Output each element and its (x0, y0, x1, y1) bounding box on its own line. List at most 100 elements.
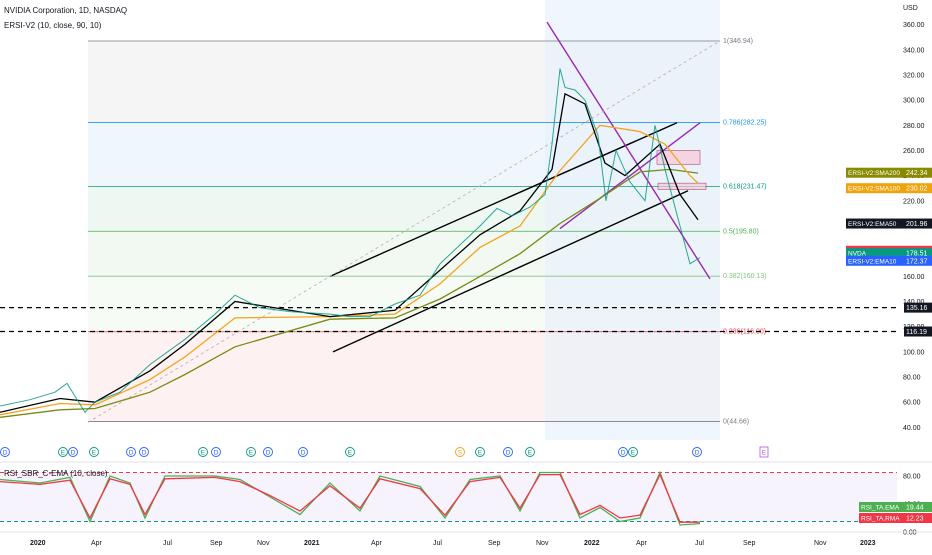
rsi-value-box (904, 513, 932, 523)
symbol-title: NVIDIA Corporation, 1D, NASDAQ (4, 6, 128, 15)
y-tick-label: 280.00 (903, 123, 925, 130)
event-marker[interactable] (263, 447, 273, 457)
x-tick-label: Jul (433, 540, 442, 547)
event-marker[interactable] (198, 447, 208, 457)
price-value-box (904, 326, 932, 337)
x-tick-label: 2023 (860, 540, 876, 547)
price-tag-label: ERSI-V2:EMA50 (848, 221, 897, 228)
event-marker[interactable] (628, 447, 638, 457)
price-tag (846, 248, 904, 259)
event-marker[interactable] (475, 447, 485, 457)
event-marker[interactable] (58, 447, 68, 457)
event-marker[interactable] (692, 447, 702, 457)
x-tick-label: Nov (536, 540, 549, 547)
event-marker-label: S (458, 450, 463, 457)
price-value: 172.37 (906, 258, 928, 265)
y-tick-label: 220.00 (903, 198, 925, 205)
x-tick-label: Apr (371, 540, 383, 547)
event-marker-label: E (762, 450, 767, 457)
event-marker-label: E (201, 450, 206, 457)
series-line-ema21 (0, 124, 699, 416)
event-marker[interactable] (345, 447, 355, 457)
event-marker-label: E (528, 450, 533, 457)
trendline[interactable] (329, 122, 678, 277)
event-marker[interactable] (68, 447, 78, 457)
y-tick-label: 140.00 (903, 299, 925, 306)
trendline[interactable] (559, 122, 701, 230)
currency-label: USD (903, 5, 918, 12)
trendline[interactable] (332, 190, 689, 353)
price-tag-label: ERSI-V2:SMA100 (848, 186, 900, 193)
fib-label: 0.236(116.00) (723, 329, 766, 336)
x-tick-label: Sep (488, 540, 501, 547)
event-marker-label: D (695, 450, 700, 457)
resistance-box[interactable] (656, 150, 701, 165)
y-tick-label: 360.00 (903, 22, 925, 29)
price-value: 116.19 (906, 329, 927, 336)
event-marker[interactable] (759, 446, 769, 458)
event-marker-label: D (214, 450, 219, 457)
event-marker[interactable] (618, 447, 628, 457)
event-marker[interactable] (126, 447, 136, 457)
x-tick-label: Jul (695, 540, 704, 547)
resistance-box[interactable] (657, 182, 707, 190)
price-value: 135.16 (906, 305, 928, 312)
rsi-tag (859, 513, 904, 523)
rsi-series-rsi-ta-rma (0, 473, 700, 523)
price-value-box (904, 302, 932, 313)
price-value-box (904, 183, 932, 194)
rsi-value: 12.23 (906, 516, 924, 523)
event-marker-label: D (3, 450, 8, 457)
event-marker-label: E (61, 450, 66, 457)
x-tick-label: 2021 (304, 540, 320, 547)
y-tick-label: 340.00 (903, 47, 925, 54)
series-line-ema50 (0, 168, 699, 418)
event-marker-label: D (129, 450, 134, 457)
event-marker[interactable] (89, 447, 99, 457)
price-tag (846, 183, 904, 194)
event-marker[interactable] (455, 447, 465, 457)
indicator-title: ERSI-V2 (10, close, 90, 10) (4, 21, 102, 30)
event-marker[interactable] (503, 447, 513, 457)
y-tick-label: 60.00 (903, 400, 921, 407)
y-tick-label: 260.00 (903, 148, 925, 155)
fib-label: 0.5(195.80) (723, 228, 759, 235)
price-value-box (904, 248, 932, 259)
event-marker[interactable] (298, 447, 308, 457)
rsi-series-rsi-ta-ema (0, 470, 701, 526)
y-tick-label: 80.00 (903, 375, 921, 382)
price-tag-label: NVDA (848, 251, 867, 258)
y-tick-label: 100.00 (903, 349, 925, 356)
price-value-box (904, 218, 932, 229)
event-marker[interactable] (0, 447, 10, 457)
rsi-value: 19.44 (906, 505, 924, 512)
rsi-band (0, 472, 897, 522)
price-value: 242.34 (906, 170, 928, 177)
price-value-box (904, 167, 932, 178)
series-line-ema10 (0, 92, 699, 413)
price-tag (846, 167, 904, 178)
event-marker[interactable] (246, 447, 256, 457)
y-tick-label: 320.00 (903, 72, 925, 79)
rsi-tag-label: RSI_TA.RMA (861, 516, 900, 523)
x-tick-label: 2020 (30, 540, 46, 547)
event-marker-label: D (621, 450, 626, 457)
rsi-pane-title: RSI_SBR_C-EMA (10, close) (4, 469, 108, 478)
rsi-y-tick: 0.00 (903, 530, 917, 537)
price-tag-label: ERSI-V2:EMA10 (848, 258, 897, 265)
event-marker[interactable] (139, 447, 149, 457)
rsi-tag-label: RSI_TA.EMA (861, 505, 900, 512)
event-marker-label: E (631, 450, 636, 457)
x-tick-label: Jul (163, 540, 172, 547)
x-tick-label: Apr (636, 540, 648, 547)
event-marker-label: D (142, 450, 147, 457)
price-value: 178.51 (906, 251, 928, 258)
event-marker[interactable] (525, 447, 535, 457)
price-value: 230.02 (906, 186, 928, 193)
event-marker-label: E (249, 450, 254, 457)
event-marker-label: D (71, 450, 76, 457)
highlight-zone (545, 0, 720, 440)
event-marker[interactable] (211, 447, 221, 457)
